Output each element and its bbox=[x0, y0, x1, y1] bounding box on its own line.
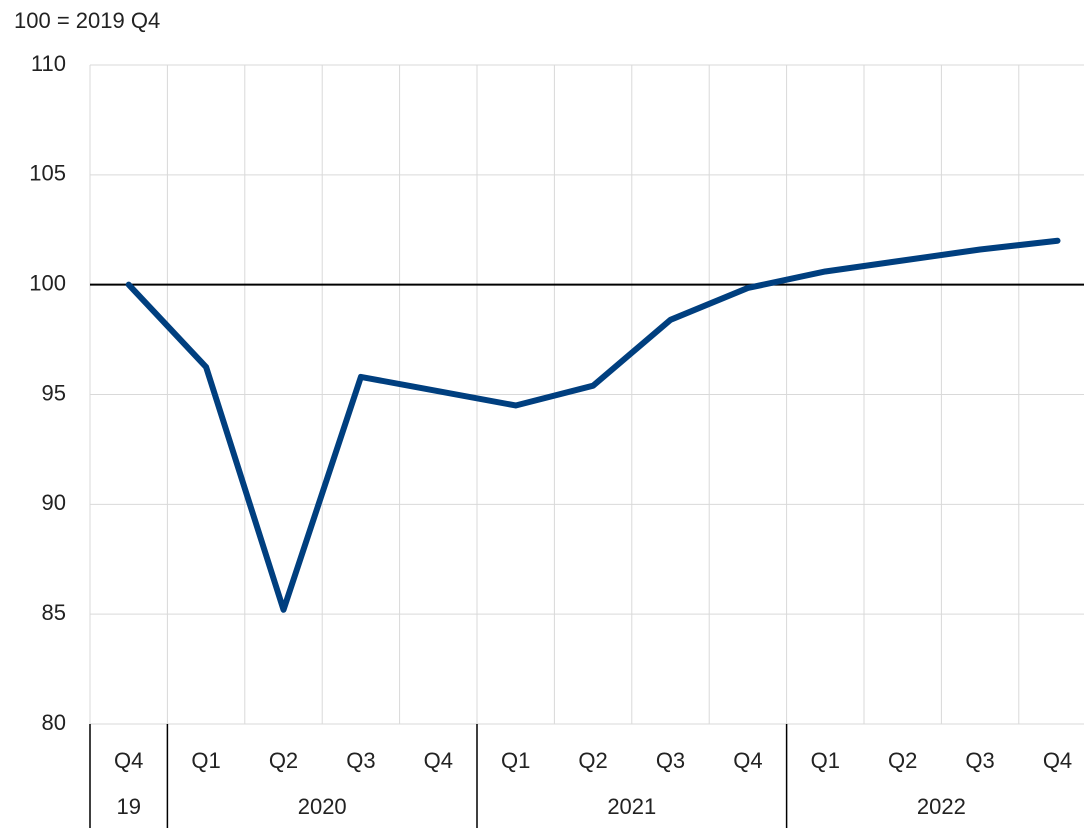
x-tick-label: Q4 bbox=[733, 748, 762, 773]
x-tick-label: Q2 bbox=[888, 748, 917, 773]
year-label: 2021 bbox=[607, 794, 656, 819]
x-tick-label: Q2 bbox=[269, 748, 298, 773]
data-line bbox=[125, 237, 1061, 613]
x-tick-label: Q4 bbox=[114, 748, 143, 773]
x-tick-label: Q2 bbox=[578, 748, 607, 773]
y-tick-label: 80 bbox=[42, 710, 66, 735]
y-tick-label: 85 bbox=[42, 600, 66, 625]
year-label: 2020 bbox=[298, 794, 347, 819]
year-label: 2022 bbox=[917, 794, 966, 819]
y-tick-label: 110 bbox=[31, 51, 66, 76]
x-tick-label: Q3 bbox=[656, 748, 685, 773]
x-tick-label: Q4 bbox=[424, 748, 453, 773]
y-tick-label: 90 bbox=[42, 490, 66, 515]
y-tick-label: 95 bbox=[42, 380, 66, 405]
chart-subtitle: 100 = 2019 Q4 bbox=[14, 8, 160, 33]
year-label: 19 bbox=[116, 794, 140, 819]
x-tick-label: Q1 bbox=[191, 748, 220, 773]
x-tick-label: Q3 bbox=[965, 748, 994, 773]
y-tick-label: 100 bbox=[29, 270, 66, 295]
x-tick-label: Q4 bbox=[1043, 748, 1072, 773]
x-tick-label: Q3 bbox=[346, 748, 375, 773]
x-tick-label: Q1 bbox=[811, 748, 840, 773]
x-tick-label: Q1 bbox=[501, 748, 530, 773]
y-tick-label: 105 bbox=[29, 161, 66, 186]
